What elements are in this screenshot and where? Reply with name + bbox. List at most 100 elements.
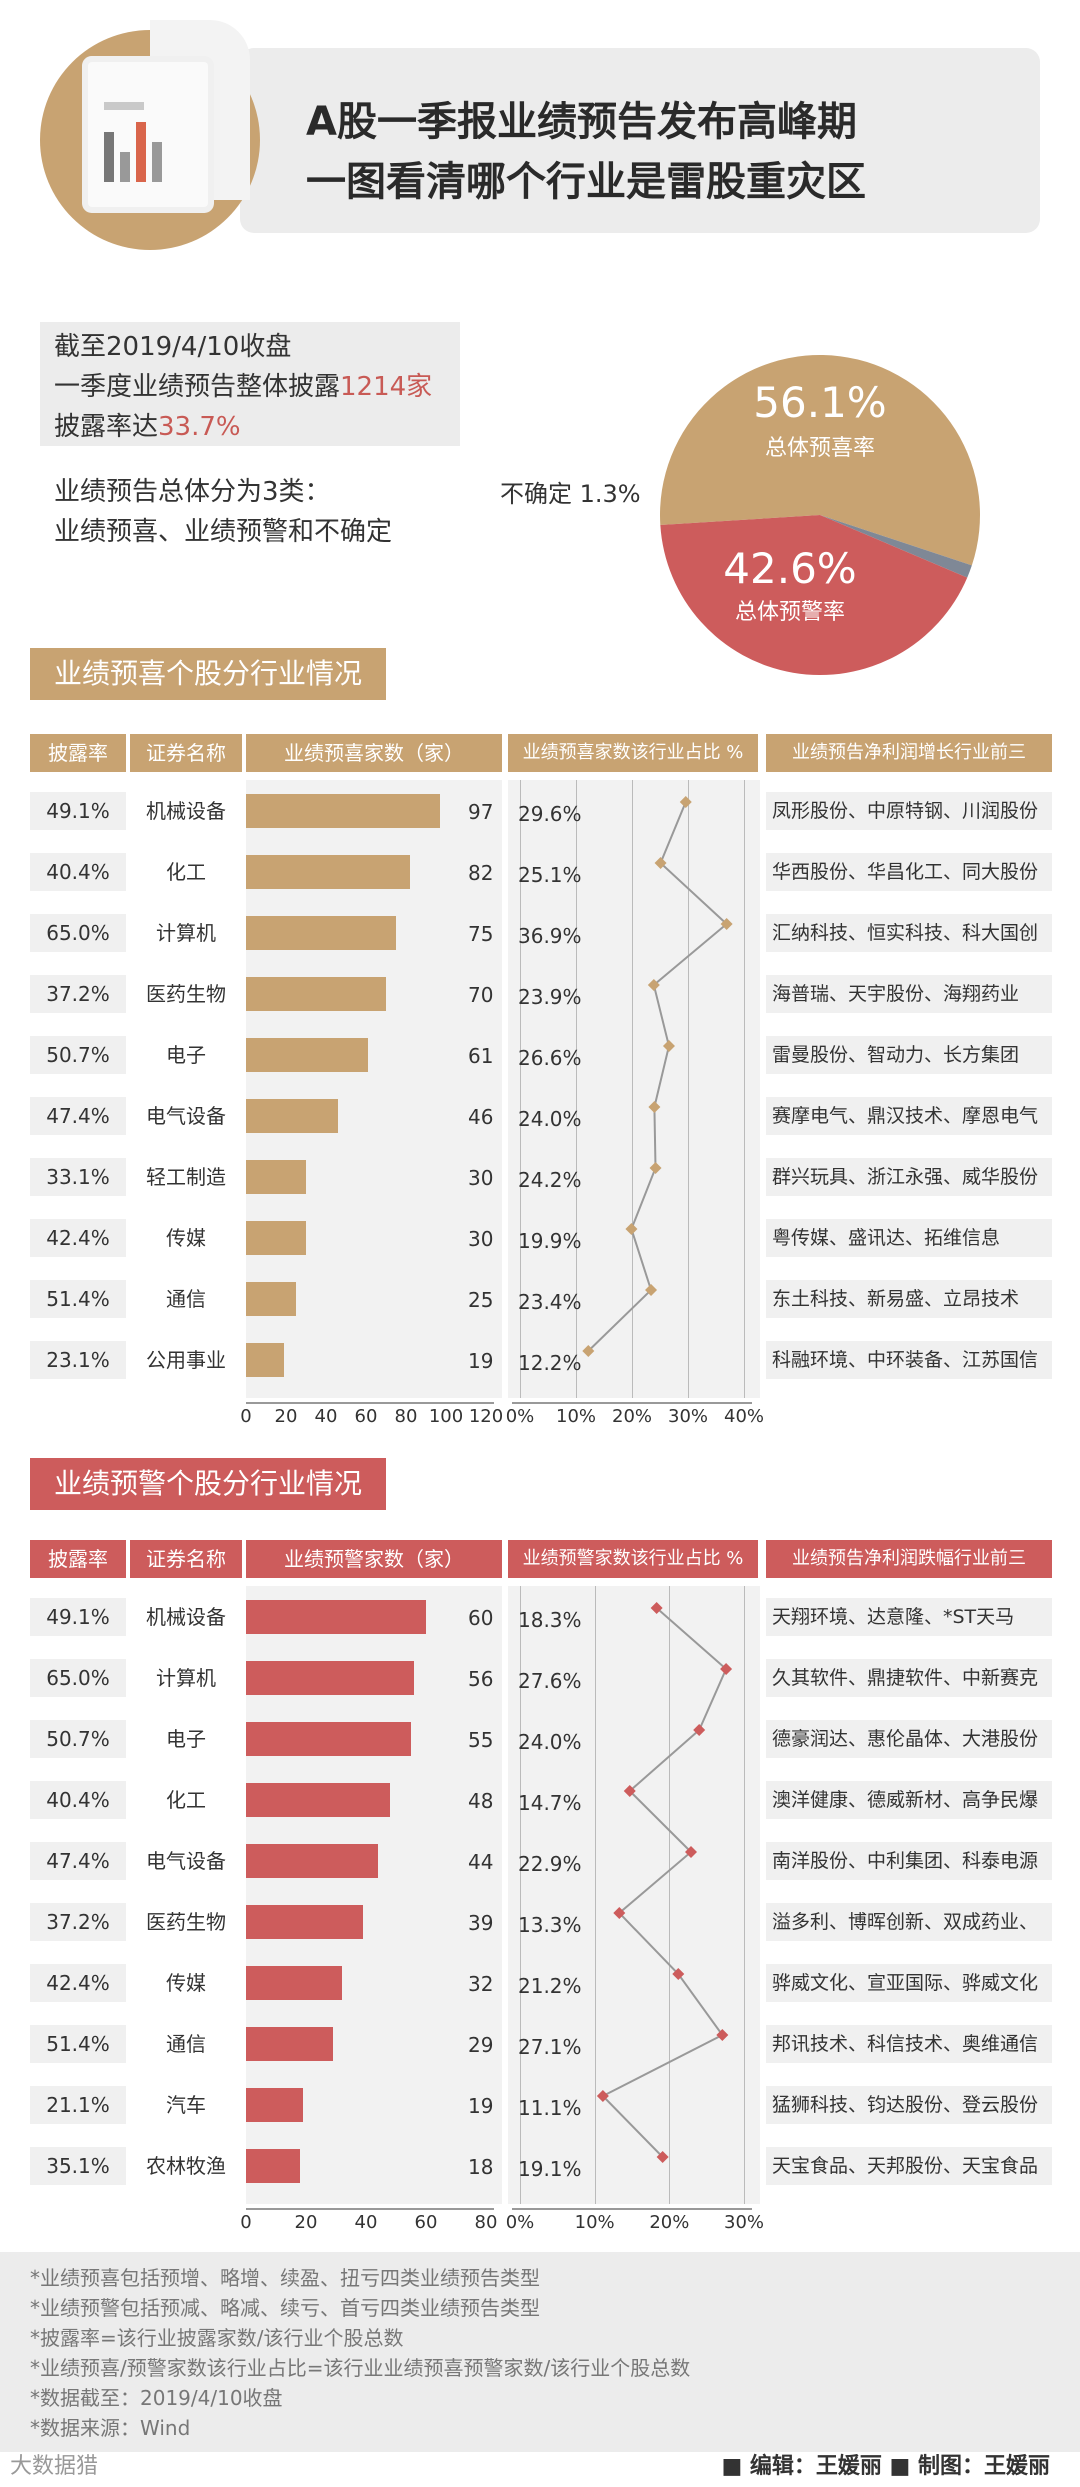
bad-top3-cell: 天宝食品、天邦股份、天宝食品 bbox=[766, 2147, 1052, 2185]
footer-note: *披露率=该行业披露家数/该行业个股总数 bbox=[30, 2326, 404, 2350]
good-industry-name: 化工 bbox=[166, 860, 206, 884]
bad-bar bbox=[246, 2088, 303, 2122]
bad-share-tick: 10% bbox=[574, 2212, 615, 2233]
bad-bar-value: 60 bbox=[468, 1606, 494, 1630]
header-band bbox=[240, 48, 1040, 233]
bad-top3-cell: 南洋股份、中利集团、科泰电源 bbox=[766, 1842, 1052, 1880]
good-share-label: 12.2% bbox=[518, 1351, 582, 1375]
bad-share-label: 24.0% bbox=[518, 1730, 582, 1754]
bad-top3-cell: 骅威文化、宣亚国际、骅威文化 bbox=[766, 1964, 1052, 2002]
bad-share-label: 27.1% bbox=[518, 2035, 582, 2059]
good-top3-cell: 凤形股份、中原特钢、川润股份 bbox=[766, 792, 1052, 830]
good-bar-tick: 40 bbox=[314, 1406, 338, 1427]
good-share-gridline bbox=[520, 780, 521, 1398]
bad-bar bbox=[246, 2027, 333, 2061]
bad-share-label: 27.6% bbox=[518, 1669, 582, 1693]
footer-note: *业绩预警包括预减、略减、续亏、首亏四类业绩预告类型 bbox=[30, 2296, 540, 2320]
bad-bar bbox=[246, 1905, 363, 1939]
good-bar-tick: 60 bbox=[354, 1406, 378, 1427]
good-industry-name: 公用事业 bbox=[146, 1348, 226, 1372]
good-top3-cell: 汇纳科技、恒实科技、科大国创 bbox=[766, 914, 1052, 952]
bad-top3-cell: 溢多利、博晖创新、双成药业、 bbox=[766, 1903, 1052, 1941]
good-top3-cell: 粤传媒、盛讯达、拓维信息 bbox=[766, 1219, 1052, 1257]
good-bar-tick: 20 bbox=[274, 1406, 298, 1427]
bad-top3-cell: 邦讯技术、科信技术、奥维通信 bbox=[766, 2025, 1052, 2063]
bad-bar bbox=[246, 1966, 342, 2000]
bad-bar-tick: 80 bbox=[474, 2212, 498, 2233]
bad-share-axis bbox=[512, 2208, 752, 2210]
pie-bad-label: 总体预警率 bbox=[735, 600, 845, 625]
bad-section-title: 业绩预警个股分行业情况 bbox=[30, 1458, 387, 1510]
good-share-tick: 20% bbox=[611, 1406, 653, 1427]
bad-bar-value: 55 bbox=[468, 1728, 494, 1752]
good-share-label: 23.4% bbox=[518, 1290, 582, 1314]
good-share-gridline bbox=[576, 780, 577, 1398]
good-rate-cell: 40.4% bbox=[30, 853, 126, 891]
good-bar bbox=[246, 977, 386, 1011]
summary-disclosed-label: 一季度业绩预告整体披露 bbox=[54, 372, 341, 402]
good-industry-name: 医药生物 bbox=[146, 982, 226, 1006]
title-line-2: 一图看清哪个行业是雷股重灾区 bbox=[306, 159, 866, 205]
good-bar bbox=[246, 916, 396, 950]
bad-bar bbox=[246, 1722, 411, 1756]
bad-bar bbox=[246, 2149, 300, 2183]
bad-header-name: 证券名称 bbox=[130, 1540, 242, 1578]
bad-share-label: 22.9% bbox=[518, 1852, 582, 1876]
good-bar bbox=[246, 1038, 368, 1072]
good-bar-axis bbox=[246, 1402, 494, 1404]
bad-bar-tick: 40 bbox=[354, 2212, 378, 2233]
pie-bad-value: 42.6% bbox=[723, 544, 856, 593]
good-bar-value: 70 bbox=[468, 983, 494, 1007]
bad-top3-cell: 久其软件、鼎捷软件、中新赛克 bbox=[766, 1659, 1052, 1697]
good-header-count: 业绩预喜家数（家） bbox=[246, 734, 502, 772]
good-rate-cell: 49.1% bbox=[30, 792, 126, 830]
summary-disclosed-value: 1214家 bbox=[340, 372, 433, 402]
bad-rate-cell: 35.1% bbox=[30, 2147, 126, 2185]
good-share-label: 36.9% bbox=[518, 924, 582, 948]
good-top3-cell: 科融环境、中环装备、江苏国信 bbox=[766, 1341, 1052, 1379]
pie-uncertain-label: 不确定 1.3% bbox=[500, 480, 641, 508]
summary-rate-value: 33.7% bbox=[158, 412, 241, 442]
good-rate-cell: 65.0% bbox=[30, 914, 126, 952]
summary-date: 截至2019/4/10收盘 bbox=[54, 332, 292, 362]
bad-industry-name: 电子 bbox=[166, 1727, 206, 1751]
good-bar-value: 25 bbox=[468, 1288, 494, 1312]
bad-share-gridline bbox=[669, 1586, 671, 2204]
bad-share-tick: 0% bbox=[505, 2212, 535, 2233]
bad-top3-cell: 德豪润达、惠伦晶体、大港股份 bbox=[766, 1720, 1052, 1758]
bad-bar-value: 29 bbox=[468, 2033, 494, 2057]
footer-band bbox=[0, 2252, 1080, 2452]
page-title: A股一季报业绩预告发布高峰期 一图看清哪个行业是雷股重灾区 bbox=[306, 92, 1026, 212]
pie-slice-uncertain bbox=[820, 515, 972, 578]
bad-industry-name: 农林牧渔 bbox=[146, 2154, 226, 2178]
good-bar-value: 30 bbox=[468, 1227, 494, 1251]
good-share-tick: 0% bbox=[505, 1406, 535, 1427]
bad-bar-axis bbox=[246, 2208, 494, 2210]
good-share-label: 26.6% bbox=[518, 1046, 582, 1070]
good-bar bbox=[246, 1221, 306, 1255]
bad-industry-name: 机械设备 bbox=[146, 1605, 226, 1629]
good-bar bbox=[246, 794, 440, 828]
footer-note: *数据截至：2019/4/10收盘 bbox=[30, 2386, 283, 2410]
good-top3-cell: 雷曼股份、智动力、长方集团 bbox=[766, 1036, 1052, 1074]
good-share-tick: 30% bbox=[667, 1406, 709, 1427]
good-industry-name: 通信 bbox=[166, 1287, 206, 1311]
good-rate-cell: 47.4% bbox=[30, 1097, 126, 1135]
pie-good-value: 56.1% bbox=[753, 378, 886, 427]
good-top3-cell: 东土科技、新易盛、立昂技术 bbox=[766, 1280, 1052, 1318]
good-bar bbox=[246, 1160, 306, 1194]
footer-credit: ■ 编辑：王媛丽 ■ 制图：王媛丽 bbox=[721, 2454, 1050, 2479]
bad-bar-value: 56 bbox=[468, 1667, 494, 1691]
bad-share-tick: 20% bbox=[649, 2212, 690, 2233]
good-share-label: 24.2% bbox=[518, 1168, 582, 1192]
bad-share-label: 11.1% bbox=[518, 2096, 582, 2120]
good-share-label: 29.6% bbox=[518, 802, 582, 826]
good-bar-value: 75 bbox=[468, 922, 494, 946]
bad-share-tick: 30% bbox=[723, 2212, 765, 2233]
good-industry-name: 电子 bbox=[166, 1043, 206, 1067]
summary-note: 业绩预告总体分为3类： 业绩预喜、业绩预警和不确定 bbox=[54, 472, 392, 552]
bad-share-label: 14.7% bbox=[518, 1791, 582, 1815]
bad-rate-cell: 50.7% bbox=[30, 1720, 126, 1758]
footer-note: *业绩预喜/预警家数该行业占比=该行业业绩预喜预警家数/该行业个股总数 bbox=[30, 2356, 691, 2380]
bad-header-count: 业绩预警家数（家） bbox=[246, 1540, 502, 1578]
